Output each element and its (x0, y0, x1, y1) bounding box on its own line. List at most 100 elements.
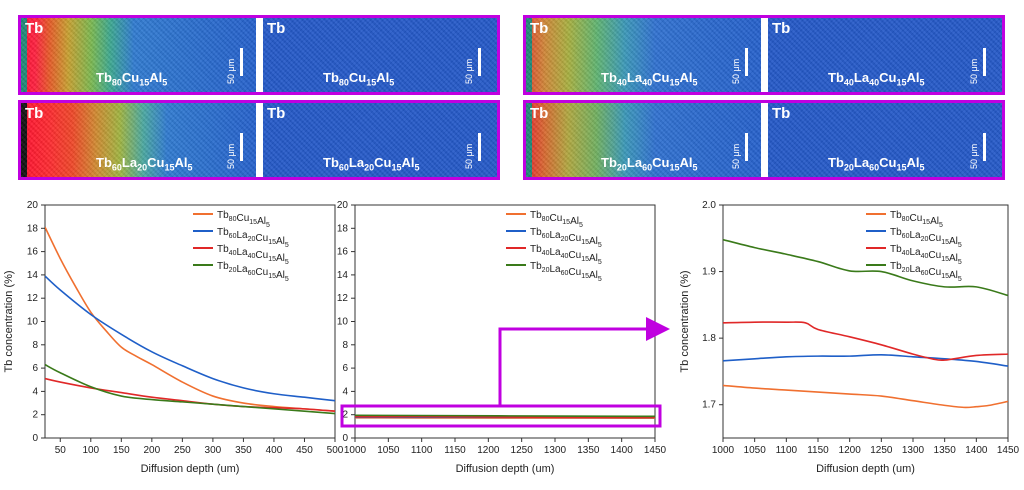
eds-map-right: Tb Tb40La40Cu15Al5 50 μm (768, 18, 1002, 92)
element-label: Tb (25, 105, 44, 122)
x-tick-label: 1200 (477, 445, 500, 456)
y-tick-label: 8 (32, 340, 38, 351)
y-tick-label: 2.0 (702, 200, 716, 211)
series-line (45, 363, 335, 415)
legend-label: Tb40La40Cu15Al5 (890, 244, 962, 266)
x-tick-label: 350 (235, 445, 252, 456)
x-tick-label: 1400 (611, 445, 634, 456)
legend-label: Tb40La40Cu15Al5 (530, 244, 602, 266)
y-tick-label: 12 (27, 293, 39, 304)
y-tick-label: 16 (337, 247, 349, 258)
eds-map-panel: Tb Tb80Cu15Al5 50 μm Tb Tb80Cu15Al5 50 μm (18, 15, 500, 95)
y-axis-label: Tb concentration (%) (679, 270, 691, 372)
y-axis-label: Tb concentration (%) (3, 270, 15, 372)
x-tick-label: 500 (327, 445, 344, 456)
scale-bar (983, 48, 986, 76)
legend-label: Tb80Cu15Al5 (890, 210, 943, 229)
element-label: Tb (25, 20, 44, 37)
legend-label: Tb60La20Cu15Al5 (530, 227, 602, 249)
eds-map-left: Tb Tb80Cu15Al5 50 μm (21, 18, 256, 92)
y-tick-label: 6 (342, 363, 348, 374)
map-texture (768, 18, 1002, 92)
y-tick-label: 1.8 (702, 333, 716, 344)
x-tick-label: 1000 (344, 445, 367, 456)
eds-map-panel: Tb Tb20La60Cu15Al5 50 μm Tb Tb20La60Cu15Al5 5… (523, 100, 1005, 180)
x-tick-label: 1100 (411, 445, 433, 456)
y-tick-label: 16 (27, 247, 39, 258)
x-tick-label: 1200 (839, 445, 862, 456)
element-label: Tb (267, 20, 286, 37)
eds-map-panel: Tb Tb40La40Cu15Al5 50 μm Tb Tb40La40Cu15Al5 5… (523, 15, 1005, 95)
eds-map-left: Tb Tb60La20Cu15Al5 50 μm (21, 103, 256, 177)
y-tick-label: 8 (342, 340, 348, 351)
x-axis-label: Diffusion depth (um) (456, 463, 555, 475)
element-label: Tb (530, 105, 549, 122)
scale-bar (478, 48, 481, 76)
legend-label: Tb40La40Cu15Al5 (217, 244, 289, 266)
x-tick-label: 1050 (744, 445, 767, 456)
y-tick-label: 18 (27, 223, 39, 234)
y-tick-label: 2 (32, 410, 38, 421)
x-tick-label: 1150 (807, 445, 829, 456)
series-line (45, 377, 335, 413)
panel-divider (761, 103, 768, 177)
eds-map-right: Tb Tb80Cu15Al5 50 μm (263, 18, 497, 92)
scale-bar (983, 133, 986, 161)
y-tick-label: 6 (32, 363, 38, 374)
y-tick-label: 10 (27, 317, 39, 328)
map-texture (263, 103, 497, 177)
y-tick-label: 1.9 (702, 267, 716, 278)
x-tick-label: 1450 (644, 445, 667, 456)
element-label: Tb (530, 20, 549, 37)
y-tick-label: 14 (27, 270, 39, 281)
series-line (355, 414, 655, 418)
alloy-label: Tb40La40Cu15Al5 (601, 70, 698, 88)
series-line (355, 415, 655, 419)
element-label: Tb (772, 105, 791, 122)
map-texture (526, 103, 761, 177)
eds-map-right: Tb Tb60La20Cu15Al5 50 μm (263, 103, 497, 177)
legend-label: Tb20La60Cu15Al5 (217, 261, 289, 283)
x-tick-label: 1100 (776, 445, 798, 456)
element-label: Tb (772, 20, 791, 37)
legend-label: Tb80Cu15Al5 (217, 210, 270, 229)
y-tick-label: 0 (32, 433, 38, 444)
x-tick-label: 150 (113, 445, 130, 456)
map-texture (768, 103, 1002, 177)
series-line (723, 384, 1008, 409)
x-tick-label: 1350 (577, 445, 600, 456)
y-tick-label: 4 (342, 386, 348, 397)
scale-bar (478, 133, 481, 161)
series-line (45, 275, 335, 402)
x-tick-label: 1050 (377, 445, 400, 456)
legend-label: Tb60La20Cu15Al5 (890, 227, 962, 249)
panel-divider (256, 18, 263, 92)
scale-bar (240, 133, 243, 161)
alloy-label: Tb20La60Cu15Al5 (601, 155, 698, 173)
alloy-label: Tb60La20Cu15Al5 (96, 155, 193, 173)
x-tick-label: 200 (143, 445, 160, 456)
sample-edge (526, 18, 532, 92)
x-tick-label: 450 (296, 445, 313, 456)
series-line (723, 238, 1008, 297)
x-tick-label: 400 (266, 445, 283, 456)
map-texture (526, 18, 761, 92)
x-tick-label: 1400 (965, 445, 988, 456)
series-line (723, 353, 1008, 367)
x-axis-label: Diffusion depth (um) (141, 463, 240, 475)
element-label: Tb (267, 105, 286, 122)
x-tick-label: 1300 (902, 445, 925, 456)
y-tick-label: 14 (337, 270, 349, 281)
x-tick-label: 1450 (997, 445, 1020, 456)
y-tick-label: 18 (337, 223, 349, 234)
y-tick-label: 10 (337, 317, 349, 328)
series-line (723, 321, 1008, 362)
x-tick-label: 1300 (544, 445, 567, 456)
alloy-label: Tb20La60Cu15Al5 (828, 155, 925, 173)
y-tick-label: 1.7 (702, 400, 716, 411)
alloy-label: Tb40La40Cu15Al5 (828, 70, 925, 88)
map-texture (263, 18, 497, 92)
alloy-label: Tb60La20Cu15Al5 (323, 155, 420, 173)
legend-label: Tb60La20Cu15Al5 (217, 227, 289, 249)
map-texture (21, 18, 256, 92)
